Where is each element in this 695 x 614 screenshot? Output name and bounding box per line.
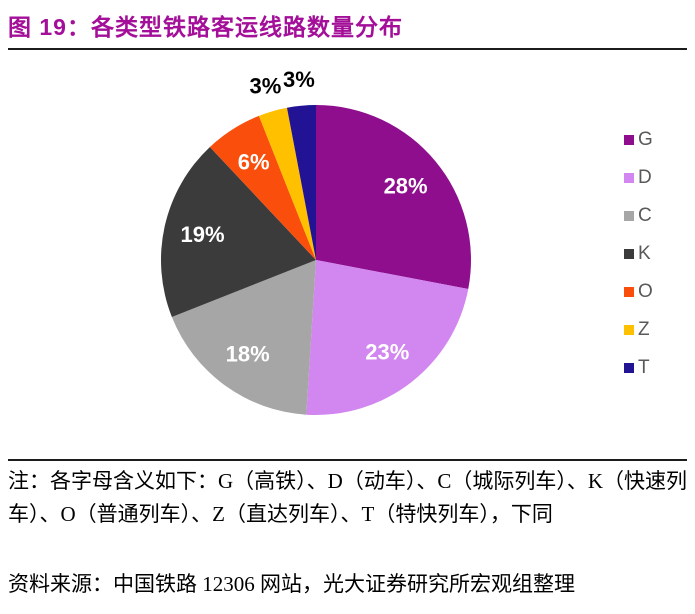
pie-label-C: 18% — [226, 342, 270, 367]
title-divider — [8, 48, 687, 50]
legend-label-Z: Z — [638, 319, 650, 340]
legend-item-G: G — [624, 129, 653, 151]
pie-slice-Z — [258, 107, 316, 260]
legend-item-O: O — [624, 281, 653, 303]
legend-label-G: G — [638, 129, 653, 150]
chart-area: 28% 23% 18% 19% 6% 3% 3% — [0, 50, 695, 460]
note-text: 注：各字母含义如下：G（高铁）、D（动车）、C（城际列车）、K（快速列车）、O（… — [8, 469, 688, 526]
legend-swatch-Z — [624, 325, 634, 335]
legend-item-T: T — [624, 357, 653, 379]
pie-label-D: 23% — [365, 339, 409, 364]
legend-swatch-C — [624, 211, 634, 221]
notes-divider — [8, 459, 687, 461]
pie-slice-D — [306, 260, 469, 415]
pie-slice-T — [286, 105, 316, 260]
pie-slice-C — [171, 260, 316, 415]
pie-slice-O — [209, 115, 316, 260]
legend-swatch-K — [624, 249, 634, 259]
pie-label-K: 19% — [180, 222, 224, 247]
legend-item-Z: Z — [624, 319, 653, 341]
pie-label-O: 6% — [238, 149, 270, 174]
pie-label-T: 3% — [283, 67, 315, 92]
legend-swatch-T — [624, 363, 634, 373]
legend-label-K: K — [638, 243, 651, 264]
legend-swatch-G — [624, 135, 634, 145]
legend-item-C: C — [624, 205, 653, 227]
legend-label-D: D — [638, 167, 652, 188]
pie-slice-K — [160, 147, 316, 318]
legend-swatch-O — [624, 287, 634, 297]
pie-label-Z: 3% — [250, 73, 282, 98]
pie-label-G: 28% — [384, 173, 428, 198]
pie-chart: 28% 23% 18% 19% 6% 3% 3% — [160, 67, 471, 415]
legend-label-C: C — [638, 205, 652, 226]
legend-label-T: T — [638, 357, 650, 378]
source-text: 资料来源：中国铁路 12306 网站，光大证券研究所宏观组整理 — [8, 572, 575, 596]
pie-slice-G — [316, 105, 471, 290]
legend-item-D: D — [624, 167, 653, 189]
legend-label-O: O — [638, 281, 653, 302]
figure-title: 图 19：各类型铁路客运线路数量分布 — [8, 14, 403, 40]
legend-swatch-D — [624, 173, 634, 183]
legend-item-K: K — [624, 243, 653, 265]
